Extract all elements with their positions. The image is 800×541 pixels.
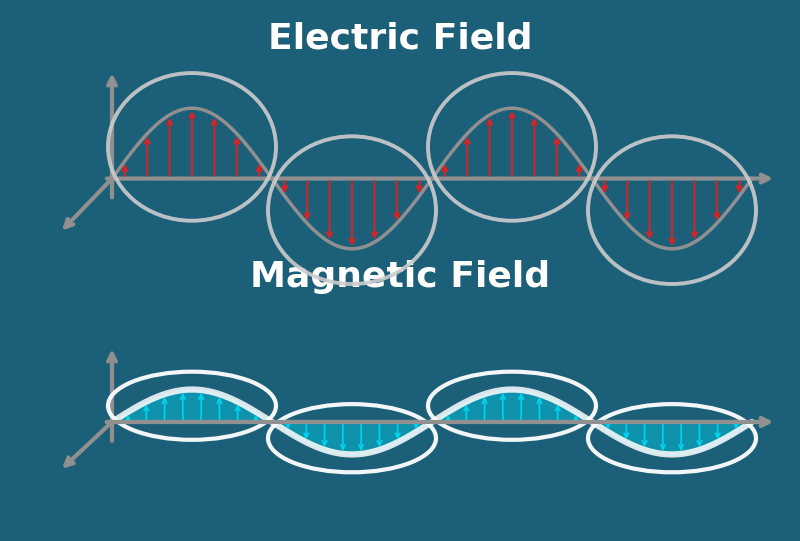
Text: Magnetic Field: Magnetic Field	[250, 260, 550, 294]
Text: Electric Field: Electric Field	[268, 22, 532, 56]
